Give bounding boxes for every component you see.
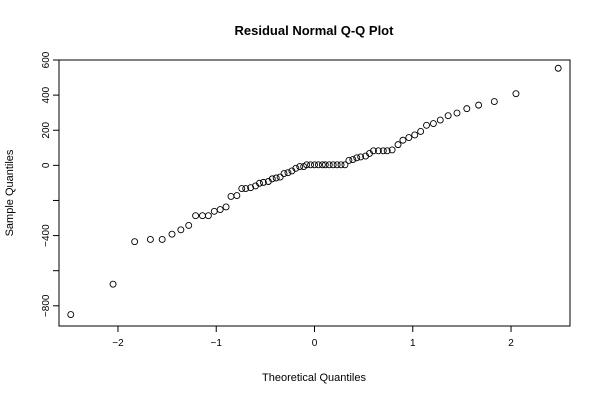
qq-point <box>276 173 284 181</box>
qq-point <box>199 212 206 220</box>
qq-point <box>242 185 250 192</box>
qq-point <box>444 112 452 120</box>
qq-point <box>268 175 276 183</box>
qq-point <box>423 121 430 129</box>
qq-point <box>177 226 185 234</box>
x-tick-label: 1 <box>410 338 416 349</box>
qq-point <box>475 101 483 109</box>
qq-point <box>512 90 520 98</box>
qq-point <box>341 161 349 169</box>
qq-point <box>67 311 75 319</box>
qq-point <box>280 170 288 178</box>
qq-point <box>292 164 300 172</box>
qq-point <box>233 192 241 199</box>
qq-point <box>554 64 562 72</box>
qq-point <box>357 153 365 161</box>
qq-point <box>405 134 413 142</box>
y-tick-label: 0 <box>41 162 52 168</box>
x-tick-label: −1 <box>211 338 223 349</box>
qq-point <box>247 184 255 192</box>
qq-point <box>337 161 345 169</box>
qq-point <box>192 212 200 220</box>
x-axis: −2 −1 0 1 2 <box>112 326 514 349</box>
y-tick-label: 400 <box>41 86 52 103</box>
qq-point <box>238 185 246 192</box>
qq-point <box>256 179 263 187</box>
qq-point <box>259 178 267 186</box>
plot-frame <box>58 59 571 327</box>
y-tick-label: −800 <box>41 294 52 317</box>
qq-point <box>284 169 292 177</box>
chart-title: Residual Normal Q-Q Plot <box>235 23 395 38</box>
qq-point <box>349 156 357 164</box>
qq-point <box>272 174 280 182</box>
qq-point <box>374 147 382 155</box>
y-axis: −800 −400 0 200 400 600 <box>41 51 59 317</box>
qq-point <box>216 206 224 214</box>
y-tick-label: −400 <box>41 224 52 247</box>
qq-point <box>296 163 304 171</box>
qq-point <box>185 221 193 229</box>
qq-point <box>333 161 341 169</box>
qq-point <box>399 136 407 144</box>
qq-point <box>321 161 329 169</box>
qq-point <box>370 147 377 155</box>
qq-point <box>383 147 391 155</box>
qq-point <box>204 212 212 220</box>
qq-point <box>210 207 218 215</box>
y-tick-label: 200 <box>41 121 52 138</box>
qq-point <box>222 203 230 211</box>
qq-point <box>325 161 333 169</box>
qq-point <box>303 161 311 169</box>
qq-point <box>453 109 461 117</box>
qq-point <box>394 141 402 149</box>
qq-point <box>311 161 318 169</box>
qq-point <box>109 280 117 288</box>
qq-point <box>417 128 425 135</box>
qq-point <box>314 161 322 169</box>
qq-point <box>168 230 176 238</box>
qq-point <box>307 161 315 169</box>
qq-point <box>146 235 154 243</box>
y-axis-label: Sample Quantiles <box>4 149 16 236</box>
qq-point <box>388 146 396 154</box>
x-tick-label: −2 <box>112 338 124 349</box>
qq-point <box>353 154 361 162</box>
qq-point <box>436 116 444 124</box>
qq-point <box>329 161 337 169</box>
x-tick-label: 2 <box>508 338 514 349</box>
qq-point <box>158 235 166 243</box>
qq-point <box>429 120 437 128</box>
qq-point <box>318 161 326 169</box>
x-axis-label: Theoretical Quantiles <box>262 372 366 384</box>
qq-point <box>345 156 353 164</box>
data-points <box>67 64 562 319</box>
qq-point <box>411 131 419 139</box>
x-tick-label: 0 <box>312 338 318 349</box>
y-tick-label: 600 <box>41 51 52 68</box>
qq-point <box>379 147 387 155</box>
qq-point <box>490 98 498 106</box>
qq-point <box>227 192 235 200</box>
qq-point <box>463 105 471 113</box>
qq-point <box>131 238 139 246</box>
